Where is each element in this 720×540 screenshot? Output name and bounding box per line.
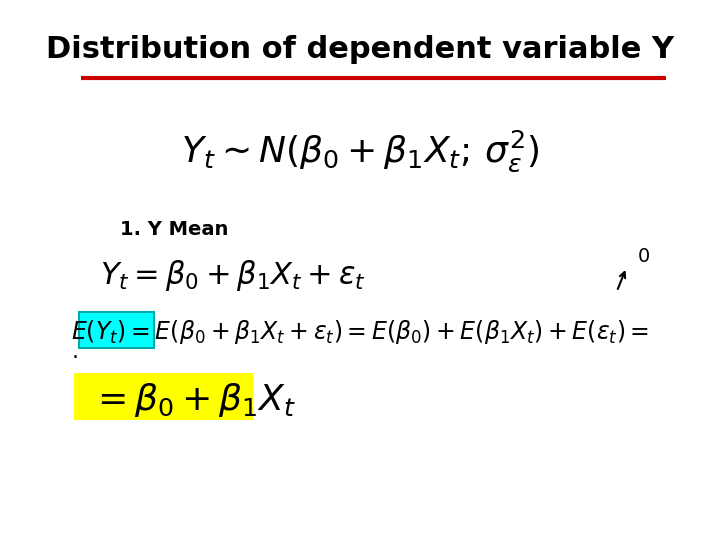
Text: $= \beta_0 + \beta_1 X_t$: $= \beta_0 + \beta_1 X_t$ (90, 381, 297, 418)
Text: $Y_t \sim N(\beta_0 + \beta_1 X_t;\, \sigma_{\varepsilon}^2)$: $Y_t \sim N(\beta_0 + \beta_1 X_t;\, \si… (181, 129, 539, 174)
FancyBboxPatch shape (74, 373, 253, 420)
Text: $Y_t = \beta_0 + \beta_1 X_t + \varepsilon_t$: $Y_t = \beta_0 + \beta_1 X_t + \varepsil… (100, 258, 366, 293)
Text: 0: 0 (638, 247, 650, 266)
Text: $E(Y_t) = E(\beta_0 + \beta_1 X_t + \varepsilon_t) = E(\beta_0) + E(\beta_1 X_t): $E(Y_t) = E(\beta_0 + \beta_1 X_t + \var… (71, 318, 649, 346)
Text: Distribution of dependent variable Y: Distribution of dependent variable Y (46, 35, 674, 64)
Text: 1. Y Mean: 1. Y Mean (120, 220, 228, 239)
Text: .: . (72, 342, 78, 362)
FancyBboxPatch shape (79, 312, 154, 348)
